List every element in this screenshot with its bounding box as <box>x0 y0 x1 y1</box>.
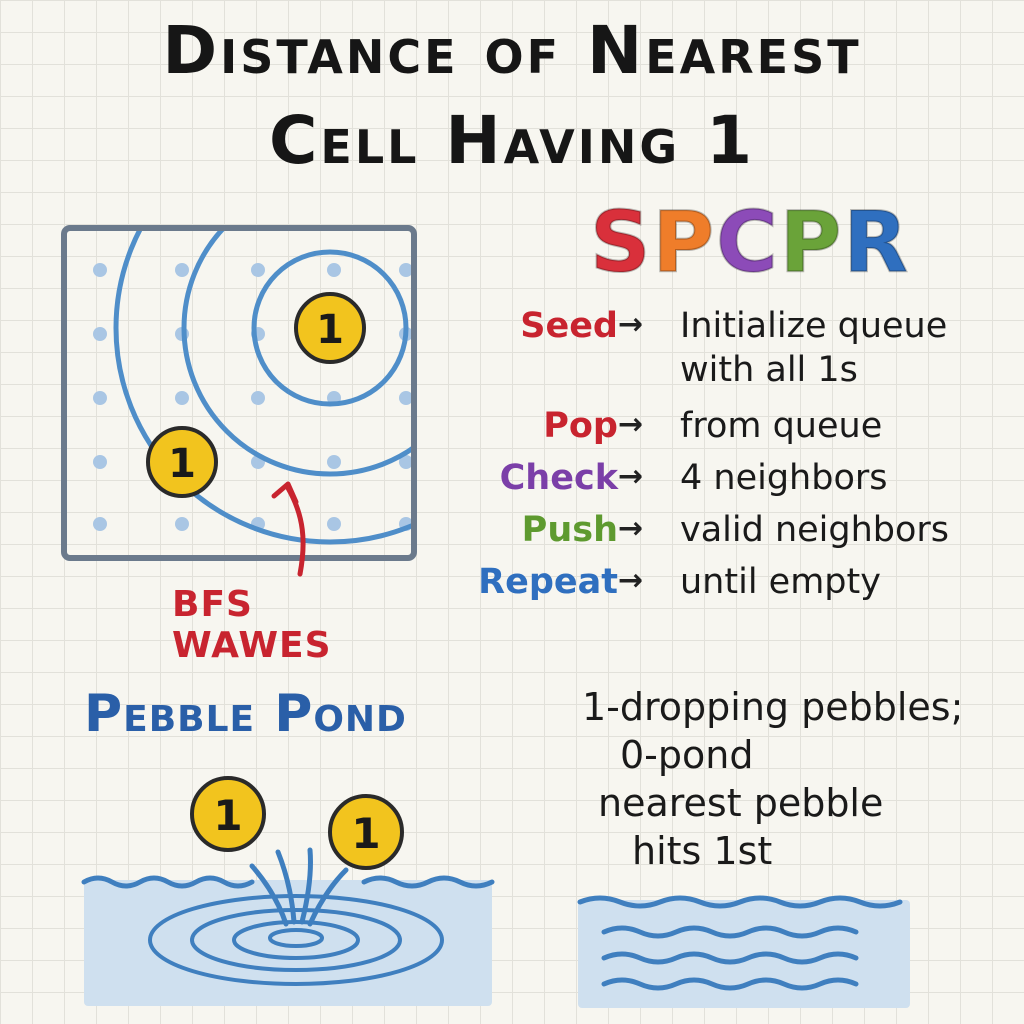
step-seed: Seed → Initialize queue with all 1s <box>490 306 1010 406</box>
grid-dot <box>251 391 265 405</box>
analogy-line-3: nearest pebble <box>598 781 884 825</box>
mnemonic-spcpr: SPCPR <box>560 193 940 291</box>
water-waves <box>577 895 903 991</box>
step-key-repeat: Repeat <box>478 562 618 602</box>
pond-pebble-right-label: 1 <box>351 809 380 858</box>
analogy-line-4: hits 1st <box>632 829 773 873</box>
callout-arrow <box>271 481 306 577</box>
grid-border <box>61 225 417 561</box>
ripple-rings <box>148 894 444 986</box>
mnemonic-letter-p: P <box>652 193 717 291</box>
grid-dot <box>93 327 107 341</box>
step-push: Push → valid neighbors <box>490 510 1010 562</box>
step-desc-repeat: until empty <box>680 562 881 602</box>
page-title-line-1: Distance of Nearest <box>162 12 862 89</box>
step-desc-push: valid neighbors <box>680 510 950 550</box>
grid-dot <box>399 263 413 277</box>
step-desc-check: 4 neighbors <box>680 458 888 498</box>
grid-dot <box>175 263 189 277</box>
grid-dot <box>327 455 341 469</box>
grid-dot <box>327 517 341 531</box>
step-desc-seed-2: with all 1s <box>680 350 858 390</box>
mnemonic-letter-p2: P <box>779 193 844 291</box>
pebble-top-label: 1 <box>316 307 344 353</box>
grid-dot <box>399 391 413 405</box>
step-check: Check → 4 neighbors <box>490 458 1010 510</box>
bfs-wave-rings <box>113 228 414 545</box>
wave-ring-3 <box>113 228 414 545</box>
arrow-icon: → <box>618 407 644 442</box>
pebble-left: 1 <box>146 426 218 498</box>
pebble-top: 1 <box>294 292 366 364</box>
pond-pebble-right: 1 <box>328 794 404 870</box>
step-key-push: Push <box>521 510 618 550</box>
grid-dot <box>93 455 107 469</box>
grid-dot <box>93 263 107 277</box>
page-title-line-2: Cell Having 1 <box>268 102 756 179</box>
pond-pebble-left: 1 <box>190 776 266 852</box>
pond-pebble-left-label: 1 <box>213 791 242 840</box>
step-desc-pop: from queue <box>680 406 883 446</box>
analogy-line-2: 0-pond <box>620 733 754 777</box>
mnemonic-letter-c: C <box>715 193 780 291</box>
wave-ring-1 <box>251 249 409 407</box>
grid-dot <box>327 263 341 277</box>
step-repeat: Repeat → until empty <box>478 562 1010 614</box>
water-illustration <box>577 895 910 1008</box>
arrow-icon: → <box>618 459 644 494</box>
step-desc-seed: Initialize queue <box>680 306 948 346</box>
pebble-pond-illustration: 1 1 <box>81 776 495 1006</box>
arrow-icon: → <box>618 563 644 598</box>
pond-surface-wave-right <box>361 875 495 889</box>
splash-icon <box>249 847 349 927</box>
arrow-icon: → <box>618 307 644 342</box>
grid-dot <box>399 455 413 469</box>
bfs-waves-label: BFS WAWES <box>172 584 332 666</box>
step-key-check: Check <box>499 458 618 498</box>
arrow-icon: → <box>618 511 644 546</box>
bfs-grid-diagram: 1 1 <box>61 225 417 577</box>
grid-dot <box>93 391 107 405</box>
grid-dot <box>175 391 189 405</box>
grid-dot <box>251 263 265 277</box>
step-key-seed: Seed <box>520 306 618 346</box>
grid-dot <box>93 517 107 531</box>
grid-dot <box>175 517 189 531</box>
pond-title: Pebble Pond <box>84 684 407 744</box>
mnemonic-letter-r: R <box>842 193 910 291</box>
analogy-line-1: 1-dropping pebbles; <box>582 685 964 729</box>
step-key-pop: Pop <box>543 406 618 446</box>
pond-water <box>84 880 492 1006</box>
step-pop: Pop → from queue <box>490 406 1010 458</box>
mnemonic-letter-s: S <box>589 193 653 291</box>
steps-list: Seed → Initialize queue with all 1s Pop … <box>478 306 1010 614</box>
pebble-left-label: 1 <box>168 441 196 487</box>
pond-surface-wave-left <box>81 875 255 889</box>
wave-ring-2 <box>181 228 414 477</box>
